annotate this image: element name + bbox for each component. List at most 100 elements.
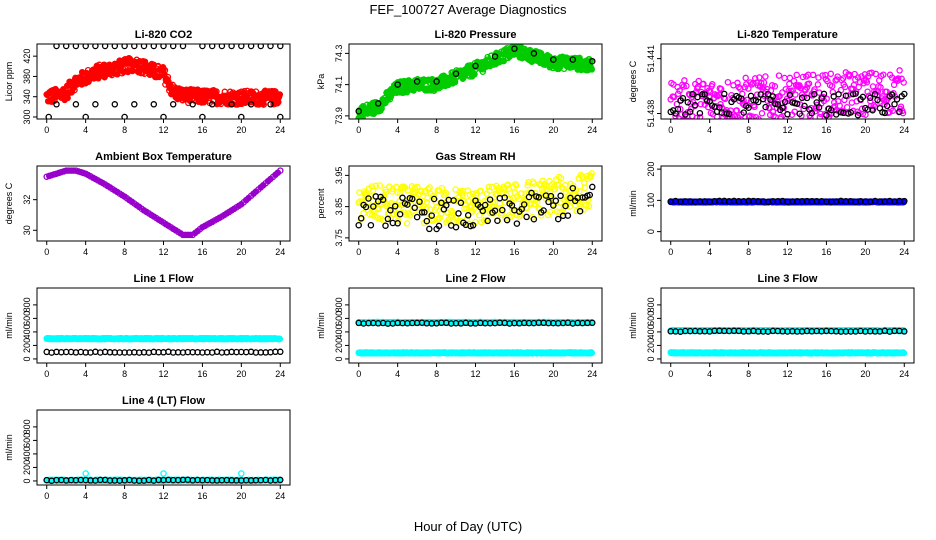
data-point [760,79,768,86]
data-point [762,73,769,80]
series-temp-raw [667,90,908,119]
y-tick-label: 51.441 [646,45,656,73]
data-point [228,44,235,50]
data-point [724,78,732,86]
data-point [696,114,704,119]
data-point [699,91,706,98]
data-point [416,198,423,205]
data-points [43,44,284,119]
y-tick-label: 200 [334,338,344,353]
data-point [62,44,70,50]
data-point [464,212,472,219]
data-point [404,187,412,194]
data-point [238,44,245,50]
data-point [454,218,461,225]
data-point [583,172,591,180]
x-tick-label: 0 [44,125,49,135]
x-tick-label: 12 [470,369,480,379]
data-point [491,207,499,214]
series-sample-raw [667,197,908,206]
data-point [893,96,901,103]
data-point [260,101,267,108]
data-point [759,95,767,103]
data-point [457,199,465,207]
x-tick-label: 8 [746,125,751,135]
data-point [535,194,543,201]
data-point [796,110,803,117]
data-point [208,101,216,108]
data-point [588,349,596,357]
y-tick-label: 600 [334,311,344,326]
data-point [418,209,426,216]
data-points [667,197,908,206]
data-point [557,174,565,182]
data-point [676,87,683,94]
data-point [430,195,438,203]
plot-frame [36,165,291,242]
x-tick-label: 20 [548,247,558,257]
y-tick-label: 100 [646,193,656,208]
data-point [834,73,841,80]
data-point [45,113,52,119]
x-tick-label: 20 [548,125,558,135]
data-point [836,102,843,109]
data-point [513,220,521,227]
data-point [679,94,687,102]
data-point [733,107,741,114]
data-point [569,56,577,63]
data-point [723,110,730,117]
y-tick-label: 400 [334,324,344,339]
data-point [508,202,516,209]
data-point [686,108,694,116]
data-point [734,79,741,87]
data-point [362,203,370,211]
data-point [530,50,538,57]
data-point [670,93,678,101]
data-point [841,83,849,91]
data-point [756,74,763,81]
data-point [689,90,696,98]
data-point [438,184,446,192]
data-point [433,204,440,211]
data-point [382,222,389,229]
data-point [469,222,477,229]
x-tick-label: 20 [548,369,558,379]
x-tick-label: 24 [587,369,597,379]
data-point [430,192,437,199]
data-point [501,194,508,201]
data-point [556,208,563,216]
data-point [714,92,721,100]
x-tick-label: 4 [707,247,712,257]
data-point [391,202,399,210]
y-tick-label: 800 [22,297,32,312]
data-point [160,44,167,50]
data-point [813,99,820,106]
data-point [777,113,785,119]
data-point [491,53,499,60]
x-tick-label: 16 [821,247,831,257]
data-point [786,91,794,99]
data-points [43,167,284,239]
chart-title: Line 3 Flow [758,273,818,285]
data-point [769,108,777,116]
data-point [901,197,908,205]
data-point [564,212,572,219]
y-tick-label: 74.1 [334,76,344,94]
y-axis-label: kPa [316,74,326,90]
data-point [472,62,479,70]
data-point [372,182,380,190]
data-point [355,199,362,206]
data-points [355,44,596,119]
data-point [766,105,773,112]
data-point [749,113,756,119]
data-point [793,71,800,79]
x-tick-label: 16 [509,125,519,135]
data-point [764,90,772,98]
data-point [208,44,216,50]
y-tick-label: 3.85 [334,198,344,216]
data-point [819,72,826,79]
data-point [71,86,78,94]
